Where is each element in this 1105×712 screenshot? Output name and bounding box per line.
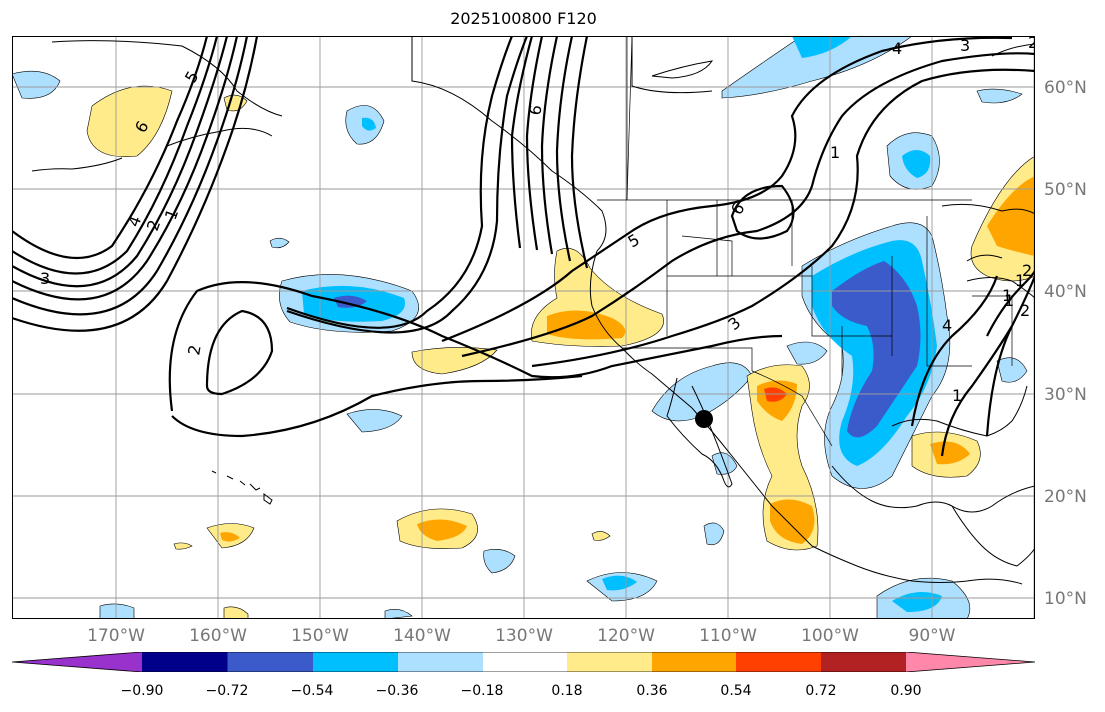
contour-label: 2 — [1022, 261, 1032, 280]
colorbar-tick-label: 0.18 — [551, 683, 583, 699]
map-panel: 6 5 4 3 2 1 6 4 3 2 1 6 5 4 3 2 1 2 1 1 … — [12, 36, 1035, 619]
lon-label: 90°W — [908, 626, 956, 646]
lon-label: 150°W — [291, 626, 349, 646]
shaded-anomaly-field — [12, 36, 1035, 619]
location-marker — [695, 410, 713, 428]
colorbar-tick-label: −0.36 — [375, 683, 419, 699]
lat-label: 30°N — [1044, 385, 1087, 405]
lat-label: 40°N — [1044, 282, 1087, 302]
political-borders — [597, 36, 1013, 447]
lat-label: 10°N — [1044, 589, 1087, 609]
lat-label: 50°N — [1044, 180, 1087, 200]
lon-label: 160°W — [189, 626, 247, 646]
colorbar-segment — [652, 652, 736, 672]
colorbar-tick-label: 0.54 — [720, 683, 752, 699]
colorbar-tick-label: −0.72 — [205, 683, 249, 699]
lon-label: 140°W — [393, 626, 451, 646]
lon-label: 120°W — [597, 626, 655, 646]
lon-label: 130°W — [495, 626, 553, 646]
colorbar-segment — [398, 652, 483, 672]
lat-label: 20°N — [1044, 487, 1087, 507]
colorbar-tick-label: −0.18 — [460, 683, 504, 699]
colorbar-segments — [12, 652, 1035, 672]
colorbar-tick-label: 0.36 — [636, 683, 668, 699]
map-title: 2025100800 F120 — [450, 9, 597, 28]
contour-label: 2 — [1028, 36, 1035, 52]
colorbar-segment — [483, 652, 567, 672]
contour-label: 2 — [1020, 301, 1030, 320]
colorbar-tick-label: −0.90 — [120, 683, 164, 699]
hawaiian-islands — [211, 470, 273, 505]
map-border — [12, 36, 1035, 619]
contour-label: 1 — [830, 143, 840, 162]
lon-label: 110°W — [699, 626, 757, 646]
colorbar-tick-label: 0.90 — [890, 683, 922, 699]
contour-label: 6 — [525, 103, 545, 116]
contour-label: 1 — [1004, 291, 1014, 310]
colorbar — [12, 652, 1035, 672]
colorbar-extend-high — [906, 652, 1035, 672]
lat-label: 60°N — [1044, 78, 1087, 98]
contour-label: 2 — [184, 343, 204, 356]
colorbar-segment — [142, 652, 228, 672]
contour-label: 1 — [1015, 271, 1025, 290]
contour-label: 3 — [40, 269, 50, 288]
coastlines — [31, 36, 1035, 585]
contour-label: 4 — [942, 316, 952, 335]
colorbar-segment — [567, 652, 652, 672]
colorbar-segment — [227, 652, 313, 672]
colorbar-segment — [736, 652, 821, 672]
colorbar-tick-label: −0.54 — [290, 683, 334, 699]
colorbar-tick-label: 0.72 — [805, 683, 837, 699]
contour-label: 3 — [960, 36, 970, 55]
contour-label: 1 — [1002, 286, 1012, 305]
height-contours — [12, 36, 1035, 457]
colorbar-extend-low — [12, 652, 142, 672]
contour-label: 1 — [952, 386, 962, 405]
lon-label: 170°W — [87, 626, 145, 646]
lon-label: 100°W — [801, 626, 859, 646]
contour-label: 4 — [892, 39, 902, 58]
colorbar-segment — [821, 652, 906, 672]
colorbar-segment — [313, 652, 398, 672]
